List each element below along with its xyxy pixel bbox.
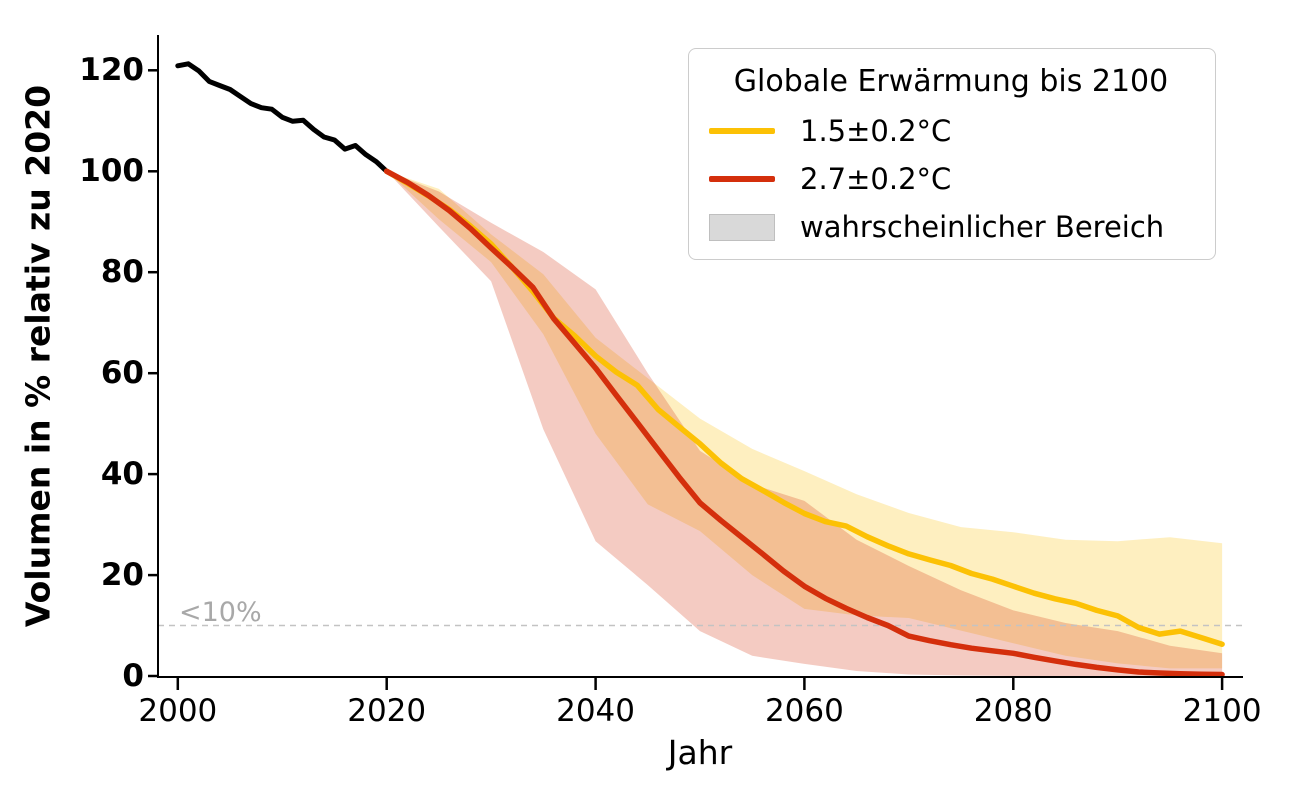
y-tick-label: 80 xyxy=(100,254,144,291)
x-tick-label: 2100 xyxy=(1182,693,1262,729)
warming-2p7-line xyxy=(383,168,1225,678)
legend-entry-2p7: 2.7±0.2°C xyxy=(701,155,1201,203)
x-tick-label: 2040 xyxy=(556,693,635,729)
legend-entry-label: 1.5±0.2°C xyxy=(800,113,952,148)
warming-1p5-band xyxy=(386,171,1223,669)
x-tick-label: 2060 xyxy=(764,693,844,729)
legend-line-swatch-yellow xyxy=(709,128,775,134)
legend-entry-label: wahrscheinlicher Bereich xyxy=(800,209,1165,244)
x-axis-label: Jahr xyxy=(667,733,733,772)
x-tick-label: 2020 xyxy=(347,693,427,729)
y-tick-label: 100 xyxy=(79,153,144,190)
legend: Globale Erwärmung bis 2100 1.5±0.2°C 2.7… xyxy=(688,48,1216,260)
x-tick-label: 2000 xyxy=(138,693,218,729)
y-tick-label: 40 xyxy=(100,456,144,493)
y-tick-label: 60 xyxy=(100,355,144,392)
y-tick-label: 0 xyxy=(122,658,144,694)
legend-entry-label: 2.7±0.2°C xyxy=(800,161,952,196)
legend-entry-1p5: 1.5±0.2°C xyxy=(701,107,1201,155)
y-tick-label: 20 xyxy=(100,557,144,594)
y-tick-label: 120 xyxy=(79,52,144,89)
warming-2p7-band xyxy=(386,171,1223,677)
legend-entry-likely-range: wahrscheinlicher Bereich xyxy=(701,203,1201,251)
legend-title: Globale Erwärmung bis 2100 xyxy=(733,64,1169,99)
x-tick-label: 2080 xyxy=(973,693,1053,729)
legend-line-swatch-red xyxy=(709,176,775,182)
legend-patch-swatch xyxy=(709,213,775,241)
historical-line xyxy=(175,61,390,174)
threshold-label: <10% xyxy=(179,597,262,628)
